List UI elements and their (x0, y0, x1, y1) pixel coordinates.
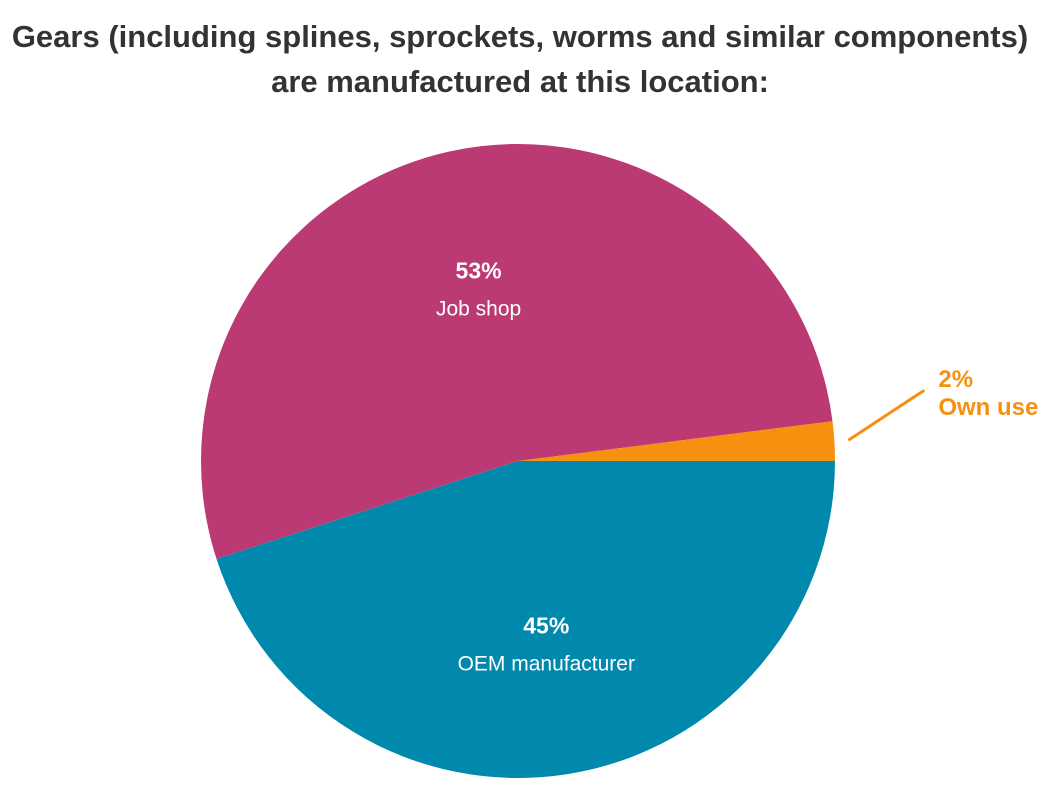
chart-title: Gears (including splines, sprockets, wor… (0, 14, 1040, 104)
slice-percent-oem-manufacturer: 45% (523, 612, 569, 638)
chart-title-line-1: Gears (including splines, sprockets, wor… (11, 19, 1029, 54)
pie-slices (201, 144, 836, 778)
slice-percent-own-use: 2% (938, 366, 973, 393)
slice-name-oem-manufacturer: OEM manufacturer (458, 652, 635, 675)
chart-title-line-2: are manufactured at this location: (271, 64, 769, 99)
leader-line-own-use (847, 388, 926, 442)
pie-slice-job-shop (201, 144, 833, 559)
slice-name-job-shop: Job shop (436, 298, 521, 321)
slice-name-own-use: Own use (938, 394, 1038, 421)
slice-labels: 45% OEM manufacturer 53% Job shop 2%Own use (436, 258, 1038, 676)
slice-percent-job-shop: 53% (456, 258, 502, 284)
pie-slice-oem-manufacturer (216, 461, 836, 778)
pie-slice-own-use (518, 421, 836, 461)
